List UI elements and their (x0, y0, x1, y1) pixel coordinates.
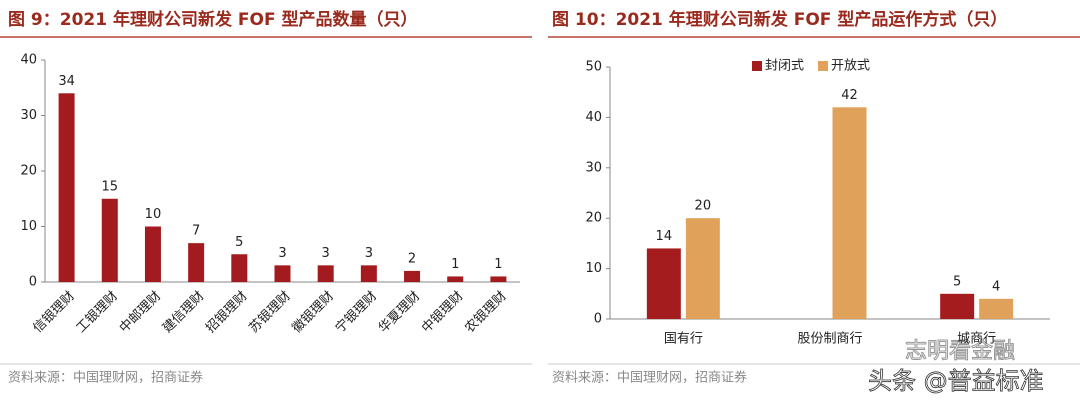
value-label: 1 (451, 257, 459, 272)
bar (101, 198, 118, 282)
x-tick-label: 徽银理财 (290, 289, 337, 336)
value-label: 3 (322, 246, 330, 261)
y-tick-label: 40 (585, 110, 602, 125)
source: 资料来源：中国理财网，招商证券 (552, 370, 747, 386)
x-tick-label: 信银理财 (31, 289, 78, 336)
legend-label: 封闭式 (765, 59, 804, 74)
bar (274, 265, 291, 282)
y-tick-label: 30 (585, 160, 602, 175)
y-tick-label: 40 (20, 53, 37, 68)
bar (188, 243, 205, 282)
x-tick-label: 招银理财 (203, 289, 250, 336)
value-label: 4 (992, 279, 1000, 294)
value-label: 20 (695, 199, 712, 214)
y-tick-label: 0 (594, 312, 602, 327)
y-tick-label: 20 (585, 211, 602, 226)
x-tick-label: 城商行 (957, 332, 996, 347)
y-tick-label: 50 (585, 60, 602, 75)
bar (646, 248, 681, 319)
x-tick-label: 中银理财 (419, 289, 466, 336)
x-tick-label: 国有行 (664, 332, 703, 347)
value-label: 5 (235, 235, 243, 250)
watermark: 头条 @普益标准 (868, 367, 1044, 395)
y-tick-label: 30 (20, 108, 37, 123)
y-tick-label: 10 (585, 261, 602, 276)
value-label: 34 (58, 74, 75, 89)
value-label: 10 (145, 207, 162, 222)
y-tick-label: 10 (20, 219, 37, 234)
x-tick-label: 建信理财 (160, 289, 207, 336)
value-label: 14 (656, 229, 673, 244)
bar (360, 265, 377, 282)
bar (940, 293, 975, 319)
x-tick-label: 华夏理财 (376, 289, 423, 336)
x-tick-label: 股份制商行 (797, 332, 862, 347)
x-tick-label: 中邮理财 (117, 289, 164, 336)
y-tick-label: 0 (29, 275, 37, 290)
bar (404, 270, 421, 282)
watermark: 志明看金融 (905, 339, 1015, 364)
x-tick-label: 工银理财 (74, 289, 121, 336)
bar (490, 276, 507, 282)
legend-swatch (818, 61, 828, 71)
bar (231, 254, 248, 282)
bar (144, 226, 161, 282)
legend-label: 开放式 (831, 59, 870, 74)
bar (832, 107, 867, 319)
value-label: 3 (365, 246, 373, 261)
x-tick-label: 宁银理财 (332, 288, 380, 336)
x-tick-label: 苏银理财 (246, 288, 294, 336)
bar (317, 265, 334, 282)
x-tick-label: 农银理财 (462, 289, 509, 336)
source: 资料来源：中国理财网，招商证券 (8, 370, 203, 386)
bar (979, 298, 1014, 319)
value-label: 1 (494, 257, 502, 272)
value-label: 15 (101, 179, 118, 194)
chart-title: 图 9：2021 年理财公司新发 FOF 型产品数量（只） (8, 9, 418, 30)
bar (685, 218, 720, 319)
value-label: 3 (278, 246, 286, 261)
chart-title: 图 10：2021 年理财公司新发 FOF 型产品运作方式（只） (552, 9, 1007, 30)
value-label: 5 (953, 274, 961, 289)
bar (447, 276, 464, 282)
legend-swatch (752, 61, 762, 71)
bar (58, 93, 75, 282)
value-label: 2 (408, 251, 416, 266)
y-tick-label: 20 (20, 164, 37, 179)
value-label: 7 (192, 224, 200, 239)
value-label: 42 (841, 88, 858, 103)
